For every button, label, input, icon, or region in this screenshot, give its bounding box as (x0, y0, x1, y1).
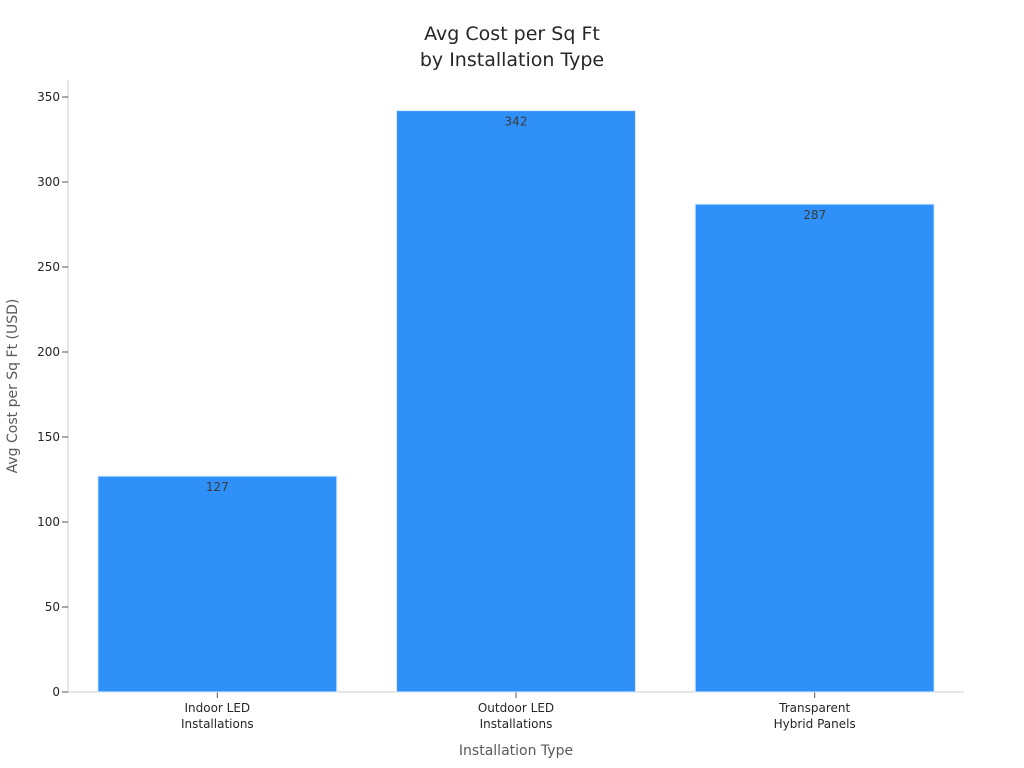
y-tick-label: 100 (37, 515, 60, 529)
bars (97, 110, 935, 693)
x-axis-title: Installation Type (459, 743, 573, 759)
y-tick-label: 250 (37, 260, 60, 274)
y-tick-label: 350 (37, 90, 60, 104)
bar-value-label: 127 (206, 480, 229, 494)
x-tick-label: Outdoor LED (478, 701, 554, 715)
y-tick-label: 50 (45, 600, 60, 614)
bar (97, 475, 338, 693)
x-tick-label: Indoor LED (184, 701, 250, 715)
y-tick-label: 150 (37, 430, 60, 444)
y-axis: 0 50 100 150 200 250 300 350 (37, 80, 69, 699)
chart-title-line-2: by Installation Type (420, 49, 604, 71)
chart-title-line-1: Avg Cost per Sq Ft (424, 23, 600, 45)
bar (694, 203, 935, 693)
bar-value-label: 287 (803, 208, 826, 222)
chart-title: Avg Cost per Sq Ft by Installation Type (420, 23, 604, 71)
x-tick-label: Installations (480, 717, 553, 731)
data-labels: 127 342 287 (206, 115, 826, 495)
y-tick-label: 300 (37, 175, 60, 189)
x-tick-label: Installations (181, 717, 254, 731)
y-tick-label: 200 (37, 345, 60, 359)
bar-value-label: 342 (505, 115, 528, 129)
bar (396, 110, 636, 693)
y-tick-label: 0 (52, 685, 60, 699)
x-tick-label: Transparent (778, 701, 850, 715)
x-tick-label: Hybrid Panels (774, 717, 856, 731)
x-axis: Indoor LED Installations Outdoor LED Instal… (68, 691, 964, 731)
y-axis-title: Avg Cost per Sq Ft (USD) (5, 299, 21, 474)
